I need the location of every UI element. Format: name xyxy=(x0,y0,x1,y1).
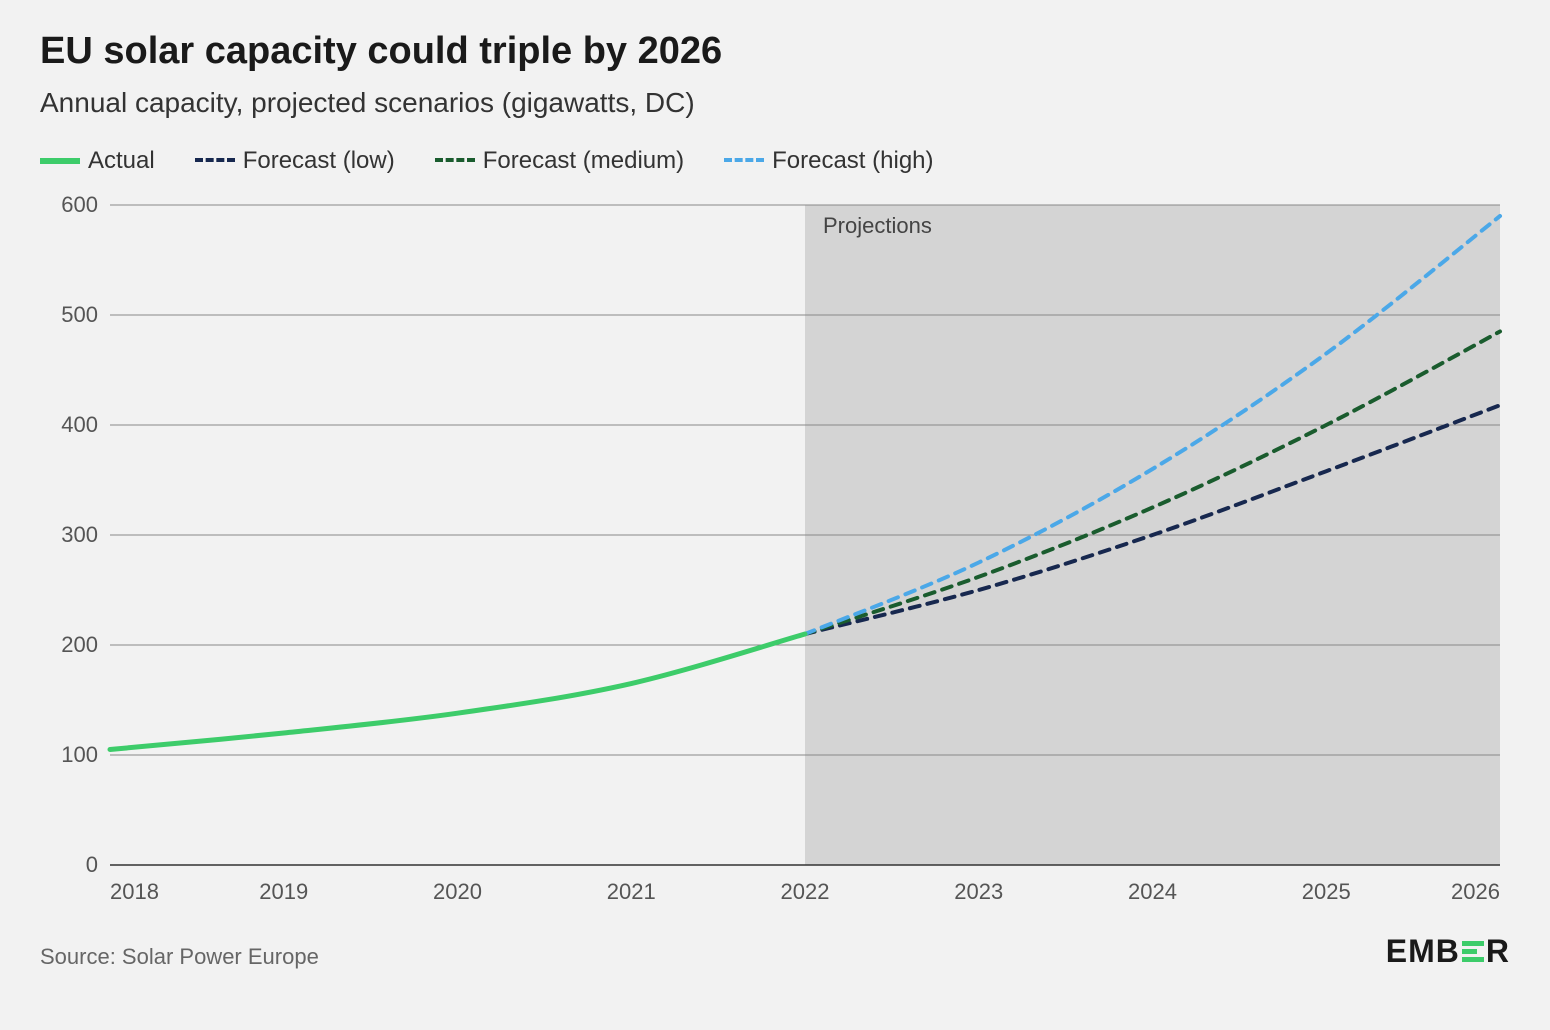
projections-label: Projections xyxy=(823,213,932,238)
x-tick-label: 2026 xyxy=(1451,879,1500,904)
y-tick-label: 300 xyxy=(61,522,98,547)
y-tick-label: 500 xyxy=(61,302,98,327)
chart-legend: Actual Forecast (low) Forecast (medium) … xyxy=(40,147,1510,175)
legend-label-actual: Actual xyxy=(88,147,155,175)
chart-title: EU solar capacity could triple by 2026 xyxy=(40,30,1510,73)
legend-item-low: Forecast (low) xyxy=(195,147,395,175)
source-text: Source: Solar Power Europe xyxy=(40,944,319,970)
legend-label-medium: Forecast (medium) xyxy=(483,147,684,175)
logo-text-emb: EMB xyxy=(1386,933,1460,970)
series-actual xyxy=(110,634,805,750)
x-tick-label: 2020 xyxy=(433,879,482,904)
y-tick-label: 400 xyxy=(61,412,98,437)
x-tick-label: 2019 xyxy=(259,879,308,904)
x-tick-label: 2022 xyxy=(781,879,830,904)
legend-label-high: Forecast (high) xyxy=(772,147,933,175)
ember-logo: EMB R xyxy=(1386,933,1510,970)
x-tick-label: 2024 xyxy=(1128,879,1177,904)
chart-footer: Source: Solar Power Europe EMB R xyxy=(40,933,1510,970)
chart-subtitle: Annual capacity, projected scenarios (gi… xyxy=(40,87,1510,119)
x-tick-label: 2025 xyxy=(1302,879,1351,904)
x-tick-label: 2023 xyxy=(954,879,1003,904)
legend-swatch-low xyxy=(195,158,235,164)
logo-text-r: R xyxy=(1486,933,1510,970)
logo-e-icon xyxy=(1462,938,1484,965)
legend-label-low: Forecast (low) xyxy=(243,147,395,175)
legend-item-medium: Forecast (medium) xyxy=(435,147,684,175)
legend-swatch-medium xyxy=(435,158,475,164)
chart-area: 0 100 200 300 400 500 600 2018 2019 2020 2021 2022 2… xyxy=(40,195,1510,915)
legend-item-actual: Actual xyxy=(40,147,155,175)
y-tick-label: 600 xyxy=(61,195,98,217)
y-tick-label: 100 xyxy=(61,742,98,767)
legend-swatch-high xyxy=(724,158,764,164)
x-tick-label: 2018 xyxy=(110,879,159,904)
y-tick-label: 0 xyxy=(86,852,98,877)
chart-svg: 0 100 200 300 400 500 600 2018 2019 2020 2021 2022 2… xyxy=(40,195,1510,915)
legend-item-high: Forecast (high) xyxy=(724,147,933,175)
x-tick-label: 2021 xyxy=(607,879,656,904)
legend-swatch-actual xyxy=(40,158,80,164)
y-tick-label: 200 xyxy=(61,632,98,657)
